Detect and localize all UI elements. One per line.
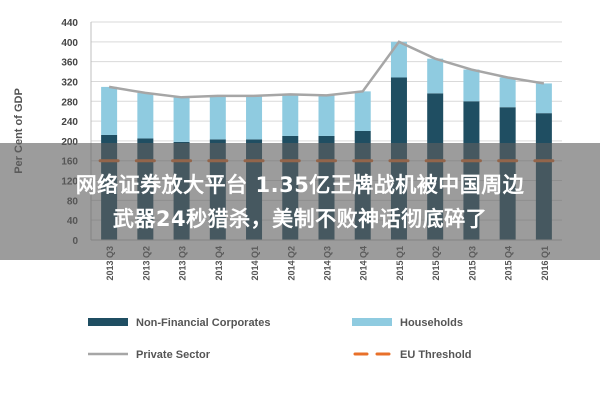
- y-tick-label: 280: [61, 97, 78, 108]
- x-tick-label: 2016 Q1: [540, 246, 550, 281]
- bar-households: [535, 83, 552, 114]
- bar-households: [246, 95, 263, 140]
- x-tick-label: 2015 Q4: [504, 246, 514, 281]
- x-tick-label: 2013 Q3: [178, 246, 188, 281]
- x-tick-label: 2014 Q1: [250, 246, 260, 281]
- bar-households: [463, 69, 480, 102]
- headline-banner: 网络证券放大平台 1.35亿王牌战机被中国周边 武器24秒猎杀，美制不败神话彻底…: [0, 143, 600, 260]
- legend-swatch-households: [352, 318, 392, 326]
- legend-label-non-financial-corporates: Non-Financial Corporates: [136, 317, 270, 329]
- bar-households: [390, 41, 407, 78]
- x-tick-label: 2014 Q4: [359, 246, 369, 281]
- x-tick-label: 2014 Q2: [286, 246, 296, 281]
- bar-households: [354, 91, 371, 131]
- legend-label-households: Households: [400, 317, 463, 329]
- bar-households: [173, 97, 190, 142]
- bar-households: [137, 92, 154, 139]
- legend-label-eu-threshold: EU Threshold: [400, 349, 472, 361]
- line-private-sector: [108, 40, 545, 99]
- x-tick-label: 2015 Q1: [395, 246, 405, 281]
- y-tick-label: 400: [61, 38, 78, 49]
- y-tick-label: 240: [61, 117, 78, 128]
- x-tick-label: 2014 Q3: [323, 246, 333, 281]
- y-tick-label: 360: [61, 58, 78, 69]
- legend: Non-Financial Corporates Households Privat…: [88, 317, 472, 361]
- headline-line-2: 武器24秒猎杀，美制不败神话彻底碎了: [112, 206, 488, 231]
- bar-households: [318, 95, 335, 136]
- bar-households: [101, 86, 118, 135]
- x-tick-label: 2013 Q3: [105, 246, 115, 281]
- x-tick-label: 2015 Q2: [431, 246, 441, 281]
- bar-households: [209, 95, 226, 140]
- x-tick-label: 2013 Q4: [214, 246, 224, 281]
- y-tick-label: 320: [61, 77, 78, 88]
- bar-households: [427, 58, 444, 94]
- bar-households: [499, 77, 516, 108]
- x-tick-label: 2015 Q3: [467, 246, 477, 281]
- y-tick-label: 440: [61, 18, 78, 29]
- bar-households: [282, 94, 299, 136]
- legend-swatch-non-financial-corporates: [88, 318, 128, 326]
- legend-label-private-sector: Private Sector: [136, 349, 211, 361]
- headline-line-1: 网络证券放大平台 1.35亿王牌战机被中国周边: [75, 172, 525, 197]
- x-tick-label: 2013 Q2: [141, 246, 151, 281]
- y-tick-label: 200: [61, 137, 78, 148]
